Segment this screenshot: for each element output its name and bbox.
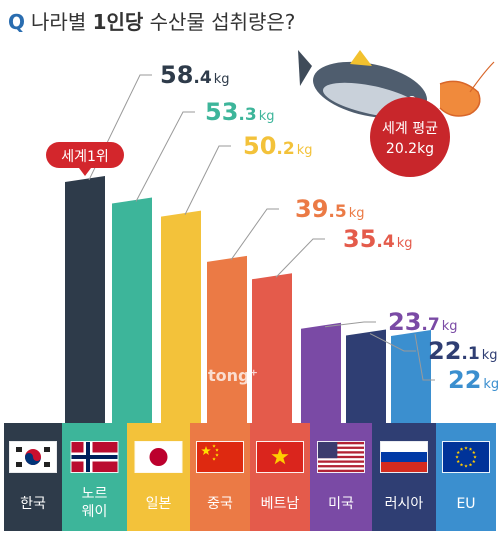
category-label-japan: 일본 — [146, 496, 172, 512]
shrimp-icon — [439, 61, 495, 117]
category-label-china: 중국 — [207, 496, 233, 512]
leader-line-vietnam — [275, 238, 325, 278]
title-text: 나라별 — [31, 10, 93, 34]
rank-badge-text: 세계1위 — [61, 149, 109, 165]
leader-line-norway — [135, 111, 195, 202]
band-eu — [436, 423, 496, 531]
bar-china — [207, 255, 247, 423]
category-label-usa: 미국 — [328, 496, 354, 512]
world-average-value: 20.2kg — [386, 141, 434, 157]
value-label-russia: 22.1 kg — [428, 337, 497, 365]
bar-vietnam — [252, 273, 292, 423]
watermark: tong⁺ — [208, 366, 258, 385]
bar-japan — [161, 210, 201, 423]
page-title: Q 나라별 1인당 수산물 섭취량은? — [8, 6, 295, 35]
band-korea — [4, 423, 62, 531]
value-label-china: 39.5 kg — [295, 195, 364, 223]
value-label-norway: 53.3 kg — [205, 98, 274, 126]
norway-flag — [70, 441, 119, 473]
band-usa — [310, 423, 372, 531]
category-label-vietnam: 베트남 — [261, 496, 300, 512]
band-vietnam — [250, 423, 310, 531]
category-label-eu: EU — [456, 496, 475, 512]
band-china — [190, 423, 250, 531]
bar-russia — [346, 329, 386, 423]
bar-korea — [65, 175, 105, 423]
title-prefix: Q — [8, 10, 26, 34]
vietnam-flag — [256, 441, 304, 473]
bar-norway — [112, 197, 152, 423]
value-label-eu: 22 kg — [448, 366, 499, 394]
category-label-norway: 웨이 — [82, 504, 108, 520]
leader-line-japan — [184, 145, 231, 215]
korea-flag — [9, 441, 57, 473]
leader-line-usa — [324, 321, 376, 328]
value-label-vietnam: 35.4 kg — [343, 225, 412, 253]
world-average-label: 세계 평균 — [382, 121, 438, 137]
eu-flag — [442, 441, 490, 473]
value-label-japan: 50.2 kg — [243, 132, 312, 160]
category-label-norway: 노르 — [82, 486, 108, 502]
bar-usa — [301, 322, 341, 423]
band-russia — [372, 423, 436, 531]
title-bold: 1인당 — [92, 10, 144, 34]
category-label-russia: 러시아 — [385, 496, 424, 512]
usa-flag — [317, 441, 365, 473]
leader-line-eu — [414, 333, 435, 381]
leader-line-china — [230, 208, 279, 261]
japan-flag — [134, 441, 183, 473]
band-japan — [127, 423, 190, 531]
russia-flag — [380, 441, 428, 473]
value-label-usa: 23.7 kg — [388, 308, 457, 336]
rank-badge: 세계1위 — [46, 142, 124, 176]
category-label-korea: 한국 — [20, 496, 46, 512]
bar-eu — [391, 329, 431, 423]
leader-line-russia — [369, 333, 416, 352]
value-label-korea: 58.4 kg — [160, 61, 229, 89]
china-flag — [196, 441, 244, 473]
title-rest: 수산물 섭취량은? — [143, 10, 296, 34]
world-average-badge: 세계 평균 20.2kg — [370, 97, 450, 177]
